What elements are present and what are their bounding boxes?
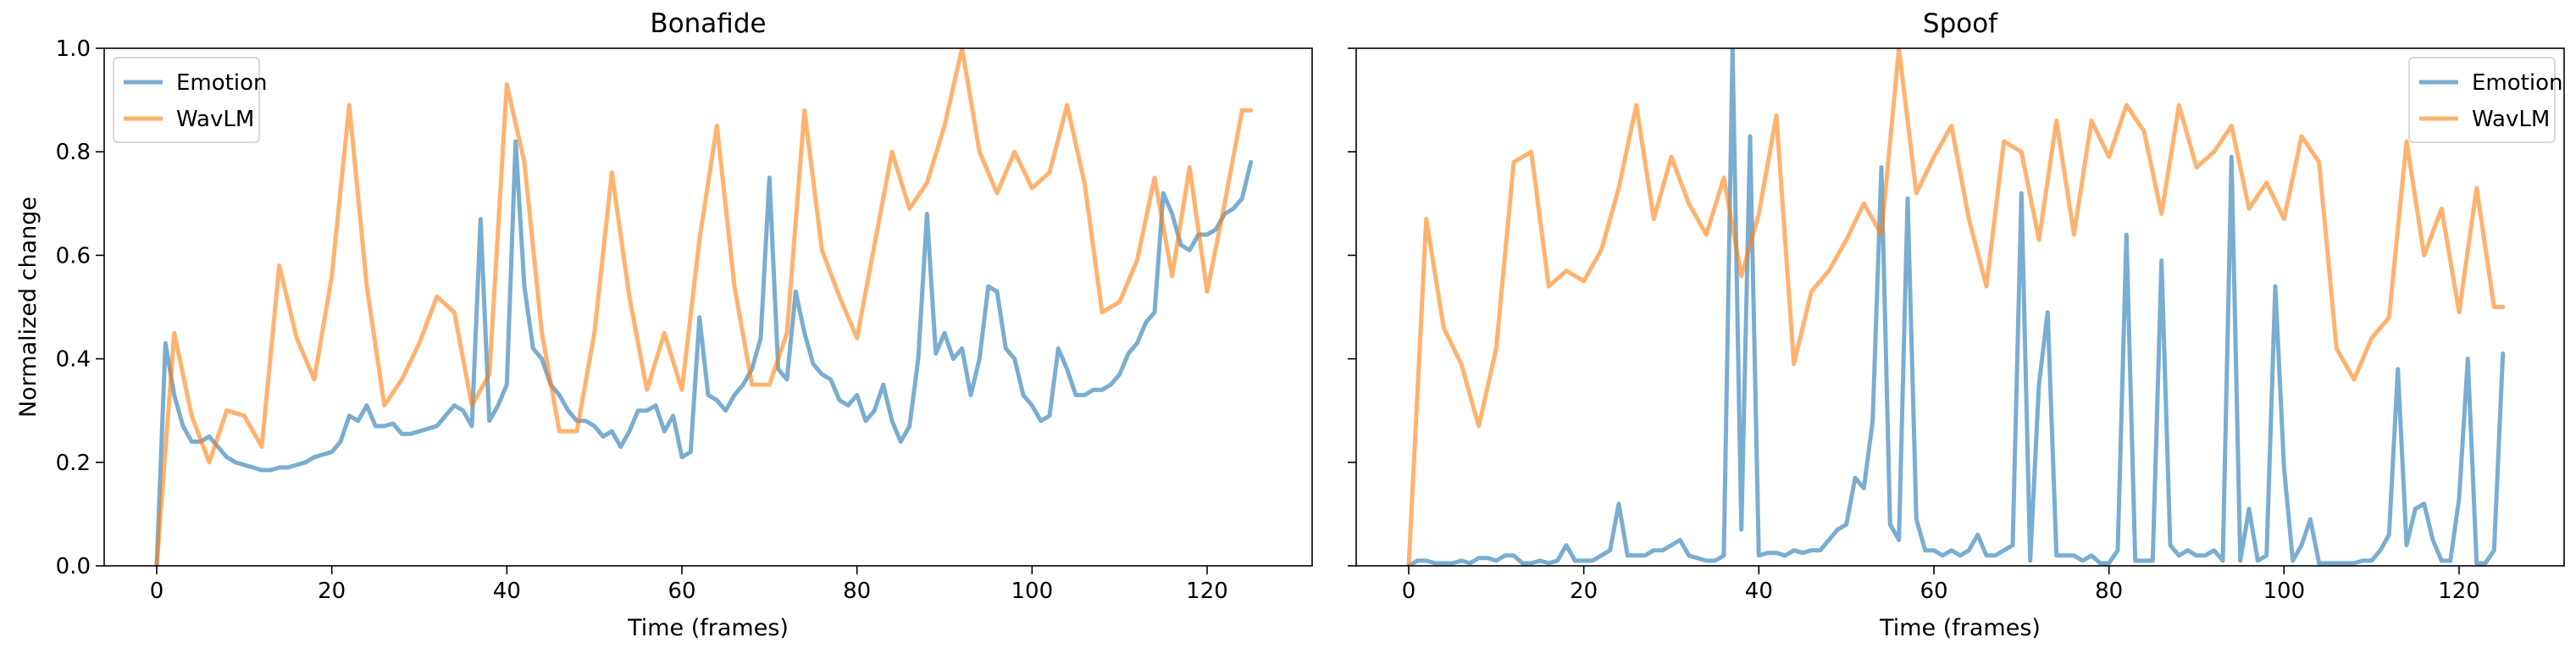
spoof-panel: 0 20 40 60 80 100 120 Spoof Time (frames) Emotion… [1348,8,2565,641]
x-tick-label: 120 [2438,579,2480,604]
x-tick-label: 20 [318,579,346,604]
series-group [1406,48,2506,566]
x-tick-label: 100 [1011,579,1054,604]
x-tick-label: 40 [493,579,521,604]
series-line-emotion [154,139,1254,566]
x-tick-label: 100 [2263,579,2306,604]
plot-frame [1355,47,2565,567]
y-tick-label: 0.6 [56,243,91,269]
y-tick-label: 1.0 [56,36,91,62]
legend-box [113,57,260,143]
x-tick-label: 0 [150,579,164,604]
y-tick-label: 0.4 [56,347,91,373]
legend: Emotion WavLM [113,57,267,143]
legend: Emotion WavLM [2408,57,2562,143]
x-tick-label: 120 [1186,579,1228,604]
x-tick-label: 20 [1570,579,1598,604]
x-tick-label: 0 [1402,579,1416,604]
chart-title: Bonafide [650,8,766,39]
y-tick-label: 0.2 [56,451,91,476]
x-tick-label: 80 [2095,579,2123,604]
legend-label-wavlm: WavLM [2472,107,2550,132]
legend-label-emotion: Emotion [2472,70,2562,96]
x-tick-label: 40 [1745,579,1773,604]
plot-frame [103,47,1313,567]
x-tick-label: 60 [668,579,695,604]
series-line-wavlm [1406,48,2506,566]
y-tick-label: 0.8 [56,140,91,165]
series-line-emotion [1406,48,2506,566]
x-tick-label: 80 [843,579,871,604]
legend-label-emotion: Emotion [176,70,267,96]
x-tick-label: 60 [1920,579,1947,604]
series-line-wavlm [154,48,1254,566]
legend-box [2408,57,2556,143]
y-tick-label: 0.0 [56,554,91,579]
chart-title: Spoof [1923,8,1998,39]
series-group [154,48,1254,566]
x-axis-label: Time (frames) [1879,615,2041,641]
bonafide-panel: 0 20 40 60 80 100 120 0.0 0.2 0.4 0.6 0.8 1.0 Bonafid… [15,8,1313,641]
legend-label-wavlm: WavLM [176,107,254,132]
y-axis-label: Normalized change [15,197,42,418]
x-axis-label: Time (frames) [627,615,789,641]
